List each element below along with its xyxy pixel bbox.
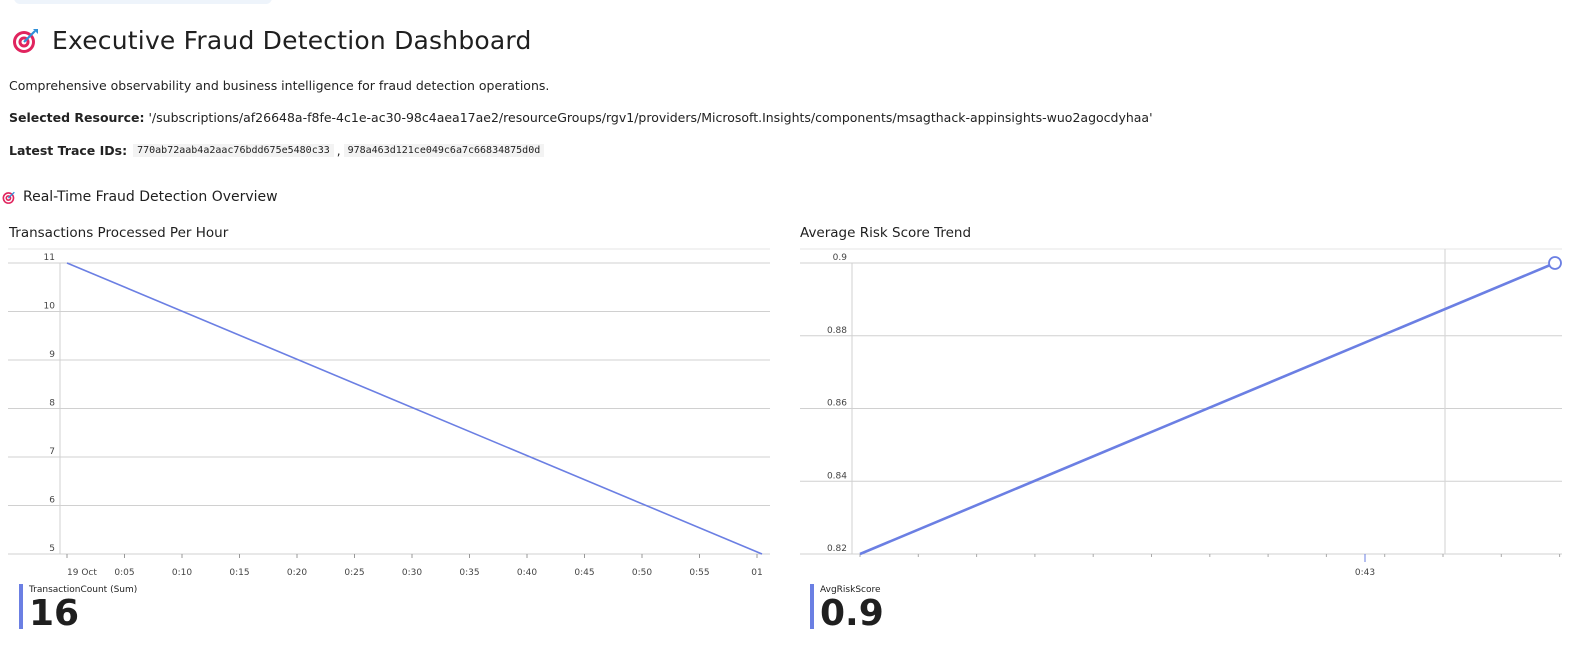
transactions-line-chart[interactable]: 5 6 7 8 9 10 11 19 Oct 0:05 0:10 0:15 0:20 0:25 0:30 0… [0,245,780,585]
legend-series-name: AvgRiskScore [820,585,881,595]
x-tick-label: 0:35 [459,568,479,578]
top-scroll-strip [14,0,272,4]
y-tick-label: 0.84 [827,471,847,481]
x-tick-label: 0:40 [517,568,537,578]
page-description: Comprehensive observability and business… [9,78,550,93]
x-tick-label: 0:20 [287,568,307,578]
x-tick-label: 0:30 [402,568,422,578]
resource-label: Selected Resource: [9,110,145,125]
y-tick-label: 10 [44,302,56,312]
y-tick-label: 0.9 [833,253,848,263]
y-tick-label: 8 [49,399,55,409]
series-line [66,262,763,555]
legend-color-bar [19,584,23,629]
chart-title: Average Risk Score Trend [800,225,972,241]
x-tick-label: 01 [751,568,762,578]
y-tick-label: 5 [49,544,55,554]
y-tick-label: 0.82 [827,544,847,554]
x-tick-label: 0:50 [632,568,652,578]
legend-value: 0.9 [820,593,884,634]
trace-separator: , [336,143,341,158]
legend-color-bar [810,584,814,629]
section-title: Real-Time Fraud Detection Overview [23,189,278,205]
y-tick-label: 11 [44,253,55,263]
legend-series-name: TransactionCount (Sum) [29,585,138,595]
y-tick-label: 7 [49,447,55,457]
x-tick-label: 0:10 [172,568,192,578]
data-point-marker [1548,256,1562,270]
y-tick-label: 0.86 [827,399,847,409]
chart-legend[interactable]: AvgRiskScore 0.9 [810,584,884,632]
chart-legend[interactable]: TransactionCount (Sum) 16 [19,584,137,632]
x-tick-label: 0:55 [689,568,709,578]
x-tick-label: 0:43 [1355,568,1375,578]
target-icon [13,28,38,53]
page-title: Executive Fraud Detection Dashboard [52,26,532,55]
x-tick-label: 19 Oct [67,568,97,578]
risk-score-line-chart[interactable]: 0.82 0.84 0.86 0.88 0.9 0:43 [790,245,1590,585]
y-tick-label: 9 [49,350,55,360]
y-tick-label: 6 [49,496,55,506]
latest-trace-ids: Latest Trace IDs: 770ab72aab4a2aac76bdd6… [9,143,545,158]
selected-resource: Selected Resource: '/subscriptions/af266… [9,110,1153,125]
legend-value: 16 [29,593,80,634]
section-header: Real-Time Fraud Detection Overview [2,189,278,205]
x-tick-label: 0:45 [574,568,594,578]
target-icon [2,191,15,204]
trace-label: Latest Trace IDs: [9,143,128,158]
x-tick-label: 0:15 [229,568,249,578]
trace-id: 978a463d121ce049c6a7c66834875d0d [343,144,545,157]
trace-id: 770ab72aab4a2aac76bdd675e5480c33 [133,144,334,157]
x-tick-label: 0:25 [344,568,364,578]
chart-title: Transactions Processed Per Hour [9,225,229,241]
x-tick-label: 0:05 [114,568,134,578]
page-header: Executive Fraud Detection Dashboard [12,26,532,55]
resource-value: '/subscriptions/af26648a-f8fe-4c1e-ac30-… [148,110,1153,125]
series-line [859,261,1556,556]
y-tick-label: 0.88 [827,326,847,336]
